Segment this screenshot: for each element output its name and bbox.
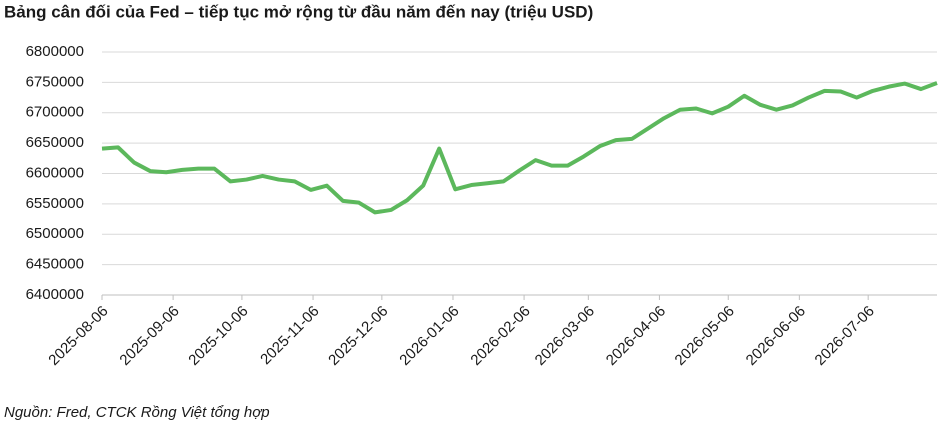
x-tick-label: 2025-11-06 <box>257 303 322 368</box>
chart-title: Bảng cân đối của Fed – tiếp tục mở rộng … <box>4 2 593 21</box>
source-note: Nguồn: Fred, CTCK Rồng Việt tổng hợp <box>4 404 270 421</box>
x-tick-label: 2025-09-06 <box>116 303 182 369</box>
x-tick-label: 2025-12-06 <box>325 303 391 369</box>
y-tick-label: 6650000 <box>26 134 84 151</box>
x-tick-label: 2026-02-06 <box>467 303 533 369</box>
y-tick-label: 6400000 <box>26 286 84 303</box>
y-tick-label: 6450000 <box>26 256 84 273</box>
data-line <box>101 81 938 215</box>
y-tick-label: 6500000 <box>26 225 84 242</box>
x-tick-label: 2025-08-06 <box>45 303 111 369</box>
x-tick-label: 2025-10-06 <box>185 303 251 369</box>
x-tick-label: 2026-06-06 <box>743 303 809 369</box>
y-tick-label: 6800000 <box>26 43 84 60</box>
y-tick-label: 6550000 <box>26 195 84 212</box>
x-tick-label: 2026-04-06 <box>603 303 669 369</box>
x-tick-label: 2026-01-06 <box>396 303 462 369</box>
x-tick-label: 2026-05-06 <box>672 303 738 369</box>
y-tick-label: 6750000 <box>26 73 84 90</box>
y-tick-label: 6700000 <box>26 104 84 121</box>
x-tick-label: 2026-03-06 <box>532 303 598 369</box>
y-tick-label: 6600000 <box>26 164 84 181</box>
x-tick-label: 2026-07-06 <box>812 303 878 369</box>
